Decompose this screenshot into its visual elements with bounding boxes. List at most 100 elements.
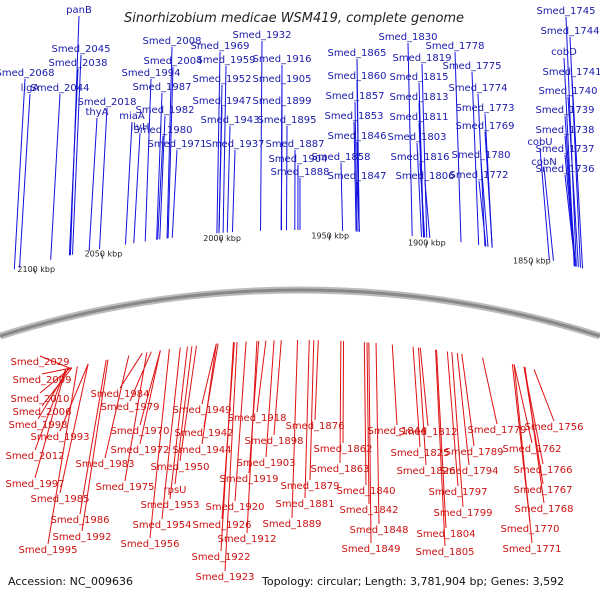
- gene-label-top: Smed_1895: [257, 115, 316, 126]
- tick-label: 2000 kbp: [203, 234, 241, 243]
- label-connector-bottom: [461, 353, 475, 447]
- gene-label-bottom: Smed_1805: [415, 547, 474, 558]
- label-connector-bottom: [59, 363, 89, 494]
- label-connector-top: [166, 46, 173, 239]
- label-connector-top: [454, 51, 462, 243]
- label-connector-bottom: [139, 350, 161, 445]
- label-connector-top: [19, 93, 31, 268]
- gene-label-bottom: Smed_1840: [336, 486, 395, 497]
- gene-label-top: Smed_1899: [252, 96, 311, 107]
- tick-label: 1900 kbp: [408, 239, 446, 248]
- gene-label-bottom: Smed_2010: [10, 394, 69, 405]
- label-connector-top: [159, 115, 166, 240]
- gene-label-bottom: Smed_1756: [524, 422, 583, 433]
- label-connector-top: [353, 121, 357, 232]
- label-connector-top: [216, 51, 221, 234]
- gene-label-top: Smed_1982: [135, 105, 194, 116]
- label-connector-bottom: [456, 353, 470, 466]
- label-connector-top: [171, 149, 178, 238]
- tick-mark: [100, 252, 104, 259]
- label-connector-top: [222, 65, 227, 233]
- label-connector-top: [157, 135, 164, 240]
- gene-label-bottom: Smed_1804: [416, 529, 475, 540]
- label-connector-bottom: [342, 340, 345, 444]
- label-connector-bottom: [451, 352, 464, 508]
- label-connector-top: [480, 160, 489, 247]
- gene-label-top: Smed_1773: [455, 103, 514, 114]
- gene-label-bottom: Smed_1984: [90, 389, 149, 400]
- label-connector-bottom: [34, 369, 67, 479]
- label-connector-bottom: [273, 340, 282, 436]
- connector-layer: [13, 15, 584, 572]
- gene-label-bottom: Smed_1768: [514, 504, 573, 515]
- label-connector-top: [99, 107, 108, 250]
- label-connector-top: [68, 68, 79, 256]
- gene-label-top: Smed_1830: [378, 32, 437, 43]
- gene-label-top: Smed_1775: [442, 61, 501, 72]
- label-connector-top: [218, 106, 223, 234]
- gene-label-top: Smed_1778: [425, 41, 484, 52]
- label-connector-bottom: [436, 349, 447, 529]
- genome-backbone-core: [0, 288, 600, 338]
- tick-mark: [530, 259, 533, 266]
- label-connector-bottom: [513, 364, 533, 544]
- gene-label-top: panB: [66, 5, 92, 16]
- label-connector-top: [478, 180, 487, 247]
- gene-label-top: Smed_1815: [389, 72, 448, 83]
- gene-label-bottom: Smed_1949: [172, 405, 231, 416]
- label-connector-bottom: [179, 345, 197, 462]
- label-connector-top: [407, 42, 413, 236]
- label-connector-top: [50, 93, 61, 260]
- label-connector-top: [72, 54, 82, 255]
- label-connector-top: [260, 40, 263, 231]
- gene-label-bottom: Smed_1779: [467, 425, 526, 436]
- label-connector-top: [231, 149, 236, 233]
- label-connector-bottom: [446, 351, 459, 487]
- gene-label-top: Smed_1739: [535, 105, 594, 116]
- gene-label-bottom: Smed_1767: [513, 485, 572, 496]
- tick-mark: [425, 241, 428, 248]
- gene-label-bottom: Smed_1926: [192, 520, 251, 531]
- label-connector-bottom: [482, 357, 498, 425]
- label-connector-top: [419, 162, 426, 238]
- label-connector-bottom: [366, 342, 370, 505]
- gene-label-bottom: Smed_1985: [30, 494, 89, 505]
- label-connector-top: [539, 147, 550, 260]
- gene-label-top: Smed_1904: [268, 154, 327, 165]
- label-connector-top: [571, 77, 584, 269]
- label-connector-bottom: [161, 347, 181, 520]
- label-connector-bottom: [220, 342, 234, 552]
- gene-label-top: Smed_2038: [48, 58, 107, 69]
- gene-label-bottom: Smed_1849: [341, 544, 400, 555]
- gene-label-top: Smed_1865: [327, 48, 386, 59]
- label-connector-top: [567, 96, 579, 268]
- gene-label-bottom: Smed_1825: [390, 448, 449, 459]
- gene-label-top: Smed_2045: [51, 44, 110, 55]
- gene-label-bottom: Smed_2009: [12, 375, 71, 386]
- label-connector-top: [144, 78, 152, 242]
- label-connector-bottom: [513, 364, 533, 444]
- gene-label-bottom: Smed_1842: [339, 505, 398, 516]
- label-connector-top: [133, 132, 141, 244]
- label-connector-bottom: [419, 347, 429, 427]
- label-connector-top: [156, 92, 163, 240]
- label-connector-bottom: [59, 363, 89, 432]
- gene-label-bottom: Smed_1797: [428, 487, 487, 498]
- label-connector-bottom: [104, 355, 130, 459]
- gene-label-bottom: Smed_1919: [219, 474, 278, 485]
- gene-label-top: Smed_1819: [392, 53, 451, 64]
- gene-label-top: Smed_1994: [121, 68, 180, 79]
- label-connector-bottom: [201, 343, 217, 405]
- accession-text: Accession: NC_009636: [8, 575, 133, 588]
- gene-label-bottom: Smed_1889: [262, 519, 321, 530]
- gene-label-top: Smed_1816: [390, 152, 449, 163]
- gene-label-bottom: Smed_1876: [285, 421, 344, 432]
- gene-label-bottom: Smed_1862: [313, 444, 372, 455]
- label-connector-top: [340, 162, 344, 231]
- gene-label-top: Smed_1905: [252, 74, 311, 85]
- gene-label-bottom: Smed_1983: [75, 459, 134, 470]
- label-connector-bottom: [256, 340, 267, 413]
- label-connector-bottom: [124, 352, 148, 482]
- gene-label-bottom: Smed_1879: [280, 481, 339, 492]
- gene-label-bottom: Smed_2029: [10, 357, 69, 368]
